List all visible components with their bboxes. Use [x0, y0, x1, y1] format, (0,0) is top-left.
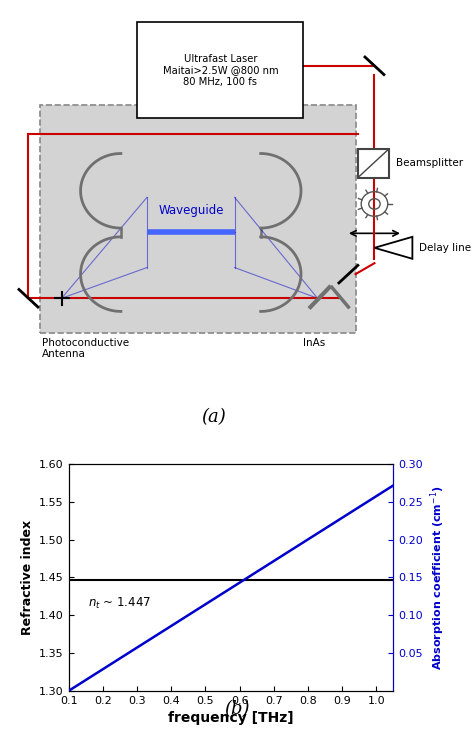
Text: Beamsplitter: Beamsplitter	[396, 158, 463, 168]
Y-axis label: Refractive index: Refractive index	[20, 520, 34, 635]
Text: InAs: InAs	[303, 338, 326, 348]
Text: (b): (b)	[224, 700, 250, 718]
Text: Delay line: Delay line	[419, 243, 472, 253]
Bar	[40, 105, 356, 333]
Text: (a): (a)	[201, 408, 226, 425]
Text: Waveguide: Waveguide	[158, 204, 224, 217]
Bar	[137, 22, 303, 118]
Y-axis label: Absorption coefficient (cm$^{-1}$): Absorption coefficient (cm$^{-1}$)	[428, 485, 447, 670]
Text: Ultrafast Laser
Maitai>2.5W @800 nm
80 MHz, 100 fs: Ultrafast Laser Maitai>2.5W @800 nm 80 M…	[163, 53, 278, 87]
Text: Photoconductive
Antenna: Photoconductive Antenna	[42, 338, 129, 360]
Bar	[358, 149, 389, 178]
X-axis label: frequency [THz]: frequency [THz]	[168, 711, 294, 725]
Text: $n_t$ ~ 1.447: $n_t$ ~ 1.447	[88, 596, 151, 611]
